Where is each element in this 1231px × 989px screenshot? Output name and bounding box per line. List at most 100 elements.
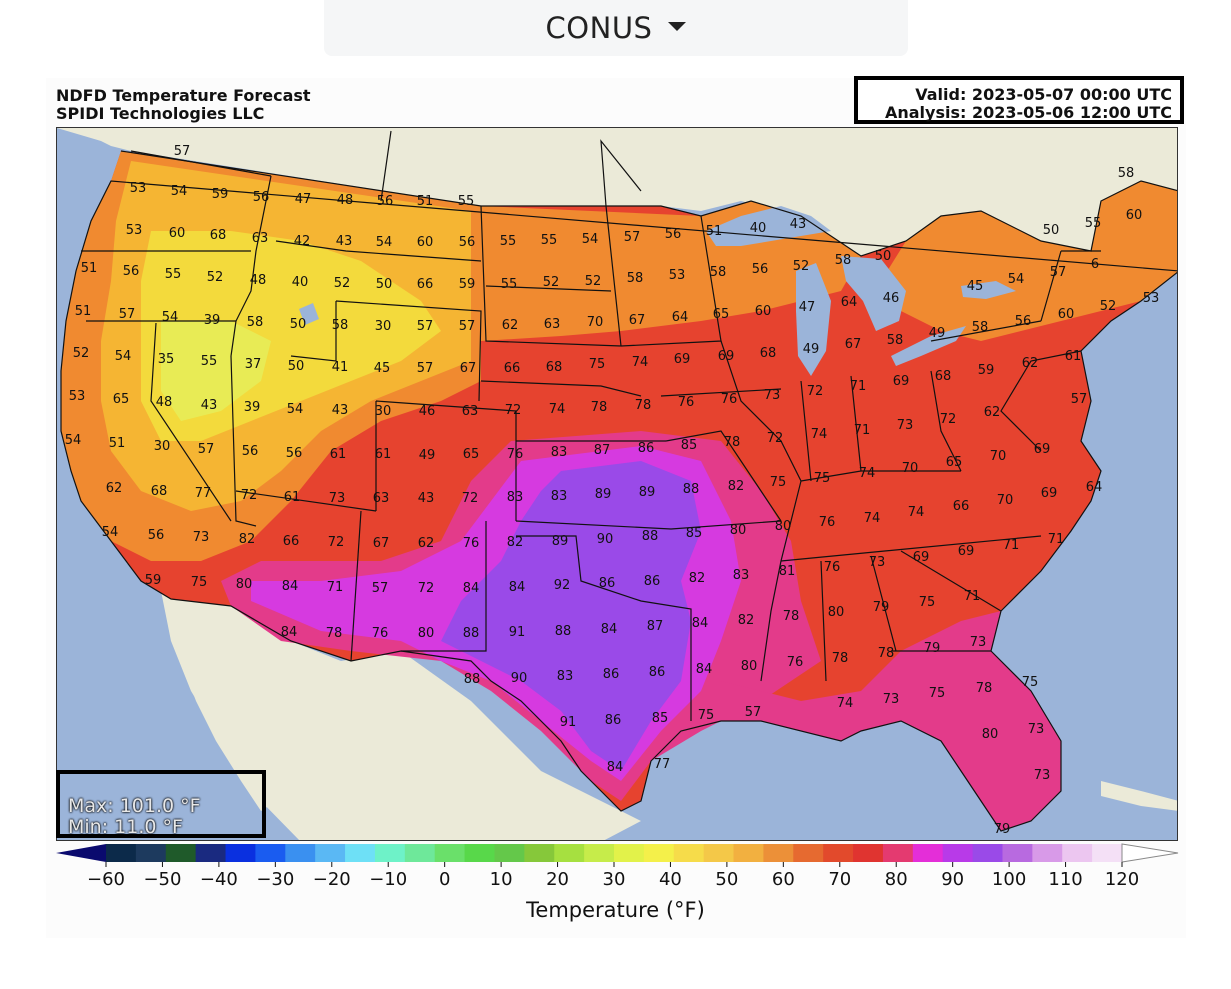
colorbar-cell [823,844,854,862]
mexico-land [161,591,641,840]
temp-label: 75 [814,471,831,486]
border-co-ut [290,301,337,362]
temp-label: 54 [115,349,132,364]
temp-label: 41 [332,360,349,375]
temp-label: 59 [212,187,229,202]
colorbar-tick-label: 0 [439,869,450,890]
temp-label: 46 [883,291,900,306]
colorbar-min-arrow [56,844,106,862]
valid-time: Valid: 2023-05-07 00:00 UTC [915,85,1172,104]
colorbar-tick-label: −20 [313,869,351,890]
temp-label: 55 [165,267,182,282]
colorbar-cell [733,844,764,862]
temp-label: 77 [195,486,212,501]
temp-label: 51 [109,436,126,451]
temp-label: 30 [375,404,392,419]
colorbar-cell [195,844,227,862]
temp-label: 61 [284,490,301,505]
colorbar-cell [464,844,495,862]
temp-label: 62 [106,481,123,496]
temp-label: 72 [418,581,435,596]
temp-label: 43 [201,398,218,413]
temp-label: 78 [832,651,849,666]
colorbar-tick-label: 90 [941,869,964,890]
temp-label: 30 [375,319,392,334]
temp-label: 69 [893,374,910,389]
temp-label: 55 [201,354,218,369]
temp-label: 76 [507,447,524,462]
colorbar-tick-label: −60 [87,869,125,890]
temp-label: 80 [418,626,435,641]
temp-label: 55 [500,234,517,249]
region-dropdown[interactable]: CONUS [324,0,908,56]
temp-label: 57 [119,307,136,322]
temp-label: 57 [459,319,476,334]
temperature-map[interactable]: 57 53 54 59 56 47 48 56 51 55 53 60 68 63 42 43 54 60 56 55… [56,127,1178,841]
border-ut-az [235,490,377,512]
temp-label: 46 [419,404,436,419]
temp-label: 83 [507,490,524,505]
colorbar-tick-label: 30 [603,869,626,890]
temp-label: 52 [207,270,224,285]
temp-label: 52 [793,259,810,274]
great-salt-lake [299,303,319,325]
colorbar-cell [285,844,316,862]
temp-label: 86 [644,574,661,589]
temp-label: 73 [764,388,781,403]
temp-label: 72 [505,403,522,418]
temp-label: 85 [652,711,669,726]
temp-label: 57 [174,144,191,159]
temp-label: 57 [372,581,389,596]
temp-label: 49 [419,448,436,463]
temp-label: 65 [463,447,480,462]
temp-label: 57 [624,230,641,245]
temp-label: 56 [752,262,769,277]
temp-label: 51 [81,261,98,276]
temp-label: 86 [603,667,620,682]
temp-label: 60 [169,226,186,241]
colorbar-tick-label: 100 [992,869,1026,890]
colorbar-tick-label: −10 [369,869,407,890]
border-ne-ks [480,380,666,521]
temp-label: 60 [1058,307,1075,322]
temp-label: 54 [376,235,393,250]
temp-label: 56 [377,194,394,209]
temp-label: 69 [674,352,691,367]
temp-label: 71 [327,580,344,595]
temp-label: 6 [1091,257,1099,272]
temp-label: 56 [123,264,140,279]
border-nv-ut [230,355,257,527]
temp-label: 75 [929,686,946,701]
t80-gulf [721,611,1061,831]
temp-label: 50 [288,359,305,374]
temp-label: 76 [787,655,804,670]
temp-label: 58 [835,253,852,268]
temp-label: 85 [686,526,703,541]
temp-label: 57 [198,442,215,457]
temp-label: 39 [244,400,261,415]
temp-label: 71 [1048,532,1065,547]
temp-label: 55 [541,233,558,248]
t30-basin [161,321,271,421]
temp-label: 83 [557,669,574,684]
temp-label: 85 [681,438,698,453]
temp-label: 63 [252,231,269,246]
temp-label: 73 [193,530,210,545]
colorbar-tick-label: −30 [256,869,294,890]
colorbar-cell [106,844,137,862]
temp-label: 49 [929,326,946,341]
temp-label: 68 [210,228,227,243]
border-id-west [230,175,272,357]
max-temp: Max: 101.0 °F [68,795,201,817]
temp-label: 66 [504,361,521,376]
border-mo-ar [665,430,782,530]
temp-label: 58 [710,265,727,280]
temp-label: 69 [958,544,975,559]
temp-label: 58 [627,271,644,286]
temp-label: 73 [1034,768,1051,783]
temp-label: 65 [713,307,730,322]
temp-label: 53 [69,389,86,404]
temp-label: 63 [373,491,390,506]
temp-label: 92 [554,578,571,593]
temp-label: 74 [837,696,854,711]
